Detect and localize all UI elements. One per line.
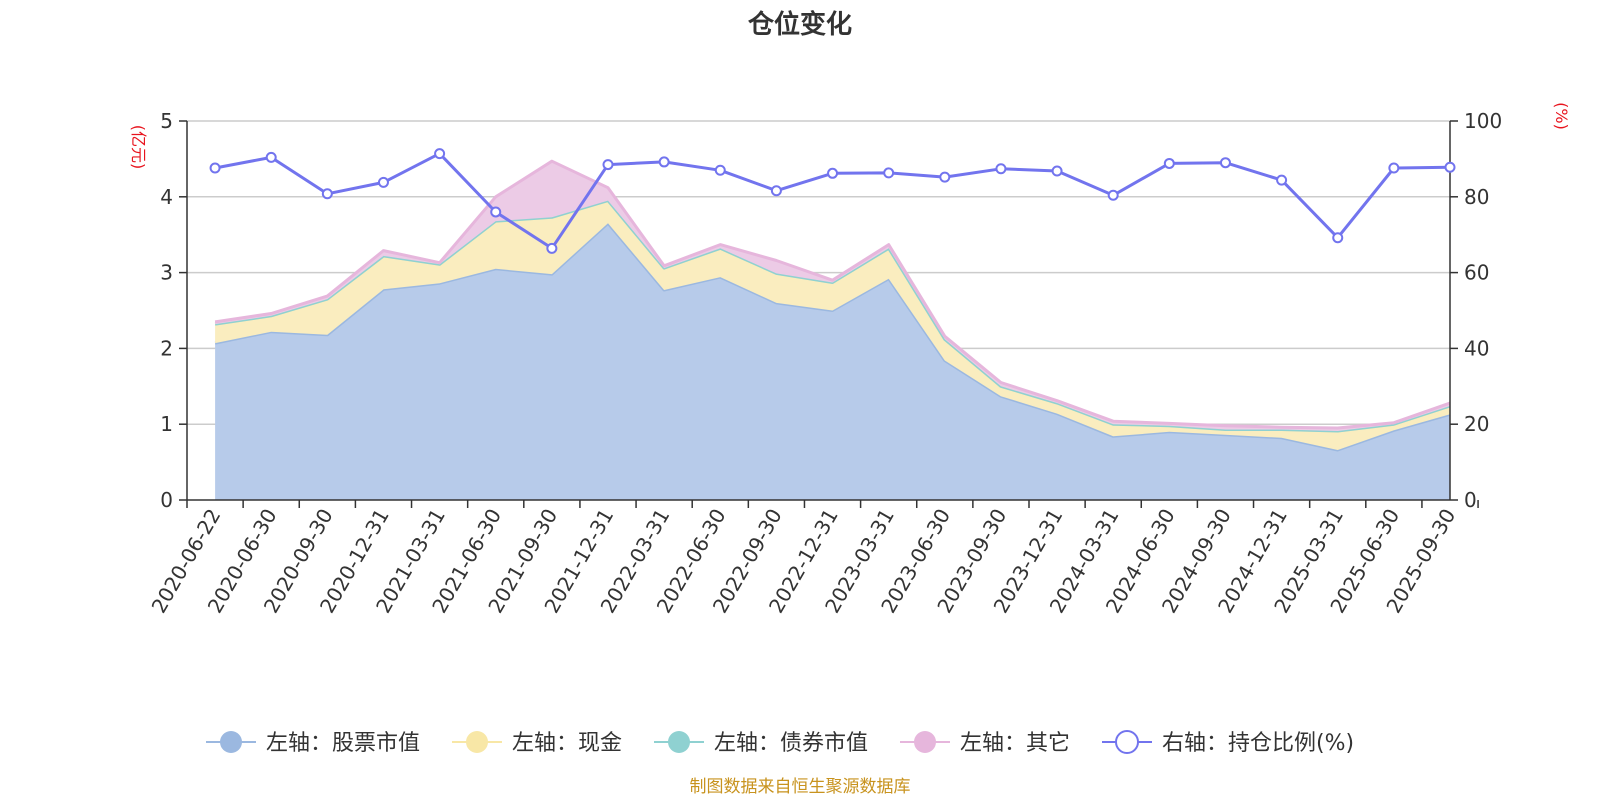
legend-item: 左轴：现金 (452, 731, 622, 756)
legend-marker (1115, 730, 1139, 754)
ratio-point (434, 148, 446, 160)
ratio-point (658, 156, 670, 168)
axes (186, 121, 1451, 501)
area-edge-左轴：其它 (214, 159, 1451, 430)
ratio-point (827, 167, 839, 179)
stacked-areas (214, 159, 1451, 501)
left-tick-label: 2 (160, 336, 173, 360)
ratio-line (209, 148, 1456, 254)
legend: 左轴：股票市值 左轴：现金 左轴：债券市值 左轴：其它 右轴：持仓比例(%) (206, 730, 1354, 756)
ratio-point (1444, 161, 1456, 173)
legend-marker (914, 731, 936, 753)
legend-label: 右轴：持仓比例(%) (1162, 731, 1354, 756)
left-tick-label: 3 (160, 261, 173, 285)
right-tick-label: 40 (1464, 336, 1489, 360)
legend-item: 左轴：其它 (900, 731, 1070, 756)
ratio-point (490, 206, 502, 218)
right-tick-label: 60 (1464, 261, 1489, 285)
legend-item: 左轴：债券市值 (654, 731, 868, 756)
ratio-point (770, 185, 782, 197)
ratio-point (1163, 157, 1175, 169)
legend-label: 左轴：现金 (512, 731, 622, 756)
left-tick-label: 1 (160, 412, 173, 436)
area-左轴：现金 (215, 200, 1451, 450)
legend-label: 左轴：股票市值 (266, 731, 420, 756)
legend-label: 左轴：债券市值 (714, 731, 868, 756)
right-tick-label: 20 (1464, 412, 1489, 436)
chart-title: 仓位变化 (747, 9, 852, 40)
ratio-point (602, 159, 614, 171)
ratio-point (995, 163, 1007, 175)
left-tick-label: 5 (160, 109, 173, 133)
data-source-note: 制图数据来自恒生聚源数据库 (690, 777, 911, 797)
right-tick-label: 80 (1464, 185, 1489, 209)
legend-marker (668, 731, 690, 753)
ratio-point (265, 151, 277, 163)
ratio-point (939, 171, 951, 183)
ratio-point (1276, 174, 1288, 186)
ratio-point (1051, 165, 1063, 177)
left-axis-ticks: 0 1 2 3 4 5 (160, 109, 187, 512)
legend-item: 左轴：股票市值 (206, 731, 420, 756)
ratio-point (883, 167, 895, 179)
ratio-point (1107, 189, 1119, 201)
right-axis-unit: (%) (1552, 102, 1571, 130)
ratio-point (546, 242, 558, 254)
legend-item: 右轴：持仓比例(%) (1102, 730, 1354, 756)
left-axis-unit: (亿元) (129, 125, 148, 170)
area-左轴：股票市值 (215, 223, 1451, 501)
ratio-point (1219, 157, 1231, 169)
right-tick-label: 0 (1464, 488, 1477, 512)
legend-marker (466, 731, 488, 753)
legend-marker (220, 731, 242, 753)
ratio-point (321, 188, 333, 200)
left-tick-label: 0 (160, 488, 173, 512)
ratio-point (377, 176, 389, 188)
right-tick-label: 100 (1464, 109, 1502, 133)
ratio-point (714, 164, 726, 176)
x-axis-ticks: 2020-06-222020-06-302020-09-302020-12-31… (146, 500, 1479, 617)
ratio-point (1388, 162, 1400, 174)
right-axis-ticks: 0 20 40 60 80 100 (1450, 109, 1502, 512)
ratio-point (1332, 232, 1344, 244)
legend-label: 左轴：其它 (960, 731, 1070, 756)
left-tick-label: 4 (160, 185, 173, 209)
ratio-point (209, 162, 221, 174)
